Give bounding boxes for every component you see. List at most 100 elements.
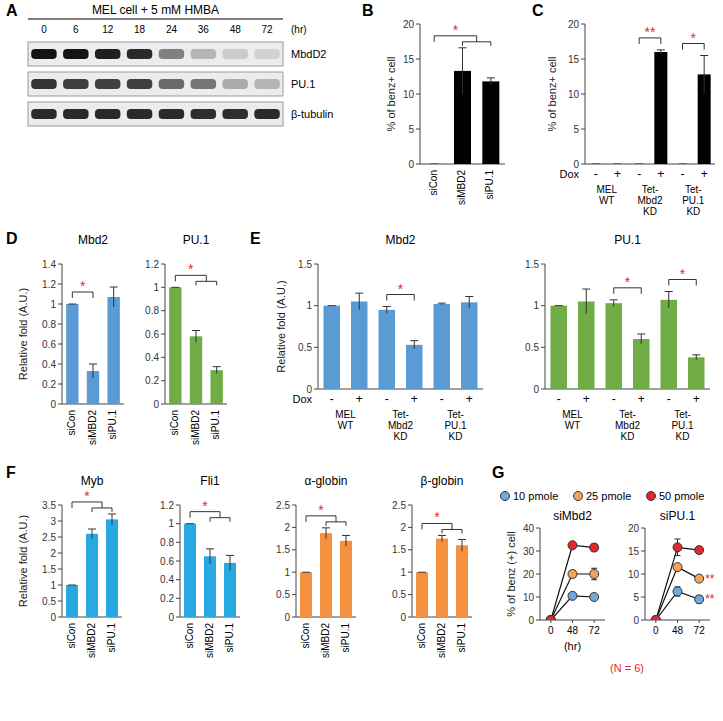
band [31,109,57,119]
y-tick-label: 0.5 [276,589,290,600]
y-tick [536,551,540,552]
y-axis-label: % of benz+ cell [546,57,558,132]
error-cap [582,289,590,290]
error-bar [438,303,446,305]
bar [106,519,118,617]
y-tick [541,389,545,390]
y-tick-label: 1 [306,300,312,311]
category-label: - [594,167,598,181]
y-tick-label: 1 [153,282,159,293]
group-label-line: KD [621,431,635,442]
bracket-line [230,518,231,522]
error-bar [355,293,363,310]
category-axis-label: Dox [559,168,579,180]
plot-area [592,50,711,164]
significance-bracket: * [175,261,216,285]
significance-mark: * [691,30,697,46]
blot-title: MEL cell + 5 mM HMBA [92,3,219,17]
panel-label: A [6,2,18,19]
bracket-line [422,523,423,529]
error-line [230,555,231,570]
significance-mark: * [84,488,90,504]
significance-mark: * [680,266,686,282]
group-label: MELWT [596,184,617,206]
legend-marker [501,492,510,501]
error-cap [555,305,563,306]
y-tick-label: 1 [533,300,539,311]
y-tick-label: 1.5 [392,544,406,555]
y-tick-label: 0.4 [160,574,174,585]
error-cap [186,523,194,524]
y-tick-label: 0.5 [525,342,539,353]
figure: AMEL cell + 5 mM HMBA06121824364872(hr)M… [0,0,723,721]
y-tick-label: 10 [568,89,580,100]
y-tick-label: 0.4 [145,352,159,363]
category-label: siCon [416,623,427,649]
error-cap [302,572,310,573]
marker [590,593,599,602]
bar [107,297,119,404]
error-cap [487,77,495,78]
y-tick-label: 0.5 [42,596,56,607]
y-tick-label: 0.8 [145,305,159,316]
y-tick [58,304,62,305]
title-rule [28,19,283,20]
category-label: + [411,392,418,406]
bracket-line [326,522,327,526]
x-axis-label: (hr) [564,640,581,652]
error-bar [302,572,310,573]
band [254,49,280,59]
y-tick [176,598,180,599]
error-line [586,289,587,314]
group-label-line: KD [643,206,657,217]
error-bar [465,297,473,309]
marker [695,595,704,604]
category-label: siCon [428,170,439,196]
significance-bracket: * [669,266,697,286]
y-axis [412,505,413,617]
y-tick-label: 1.2 [42,279,56,290]
annotation: ** [705,592,715,606]
category-label: + [657,167,664,181]
bar [436,539,448,617]
panel-label: D [6,230,18,247]
y-axis [318,264,319,389]
bracket-line [92,508,93,512]
bar [320,533,332,617]
significance-bracket: * [72,278,93,298]
y-tick-label: 0 [153,399,159,410]
x-tick [550,620,551,623]
error-line [196,331,197,343]
error-bar [68,304,76,305]
y-tick [416,94,420,95]
y-tick [161,334,165,335]
y-tick-label: 0.6 [160,556,174,567]
error-cap [89,364,97,365]
error-cap [192,330,200,331]
y-tick-label: 30 [523,546,535,557]
bracket-line [196,281,197,285]
y-tick [641,620,645,621]
band [63,109,89,119]
y-tick [176,542,180,543]
group-label: MELWT [335,409,356,431]
plot-area [300,528,352,617]
y-tick [58,601,62,602]
lane-label: 24 [166,24,178,35]
y-tick [408,505,412,506]
y-tick [581,129,585,130]
error-cap [418,572,426,573]
group-label: Tet-Mbd2KD [615,409,640,442]
category-label: + [693,392,700,406]
error-cap [328,305,336,306]
significance-mark: * [398,281,404,297]
group-label-line: Tet- [447,409,464,420]
y-tick [292,617,296,618]
y-tick-label: 0.5 [298,342,312,353]
y-tick-label: 1 [168,518,174,529]
marker [546,616,555,621]
lane-label: 36 [198,24,210,35]
plot-area [416,535,468,617]
error-cap [692,354,700,355]
marker [568,570,577,579]
